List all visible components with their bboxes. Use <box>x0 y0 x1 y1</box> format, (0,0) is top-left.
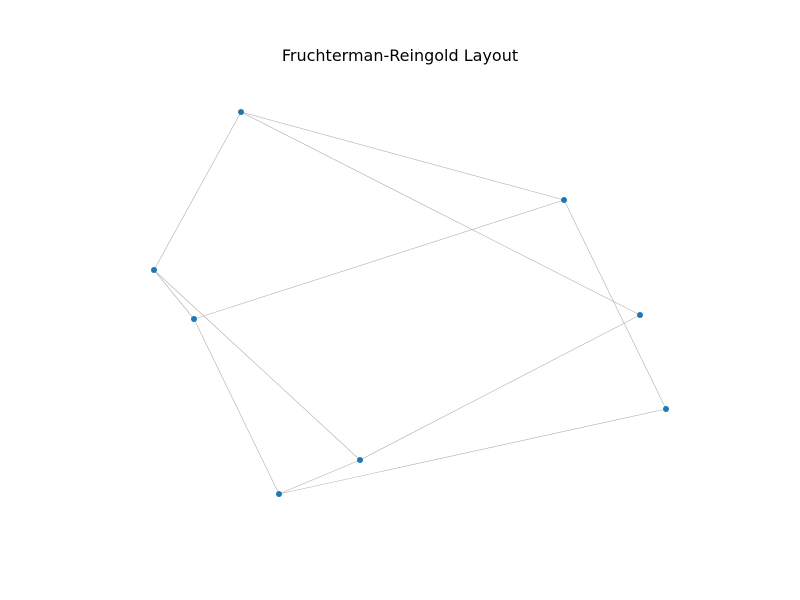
graph-edge-n3-n4 <box>193 199 565 320</box>
graph-node-n2 <box>151 267 157 273</box>
graph-edge-n1-n2 <box>153 111 242 271</box>
graph-edge-n1-n5 <box>240 111 641 316</box>
graph-node-n5 <box>637 312 643 318</box>
graph-node-n3 <box>561 197 567 203</box>
graph-node-n4 <box>191 316 197 322</box>
graph-node-n1 <box>238 109 244 115</box>
graph-edge-n7-n8 <box>278 459 361 495</box>
graph-edge-n1-n3 <box>240 111 565 201</box>
graph-edge-n2-n4 <box>153 269 195 320</box>
figure-title: Fruchterman-Reingold Layout <box>281 46 519 65</box>
nodes-layer <box>151 109 669 497</box>
graph-edge-n2-n7 <box>153 269 361 461</box>
graph-edge-n6-n8 <box>278 408 667 495</box>
edges-layer <box>153 111 667 495</box>
graph-node-n7 <box>357 457 363 463</box>
graph-edge-n5-n7 <box>359 314 641 461</box>
graph-edge-n4-n8 <box>193 318 280 495</box>
graph-edge-n3-n6 <box>563 199 667 410</box>
graph-node-n8 <box>276 491 282 497</box>
graph-node-n6 <box>663 406 669 412</box>
